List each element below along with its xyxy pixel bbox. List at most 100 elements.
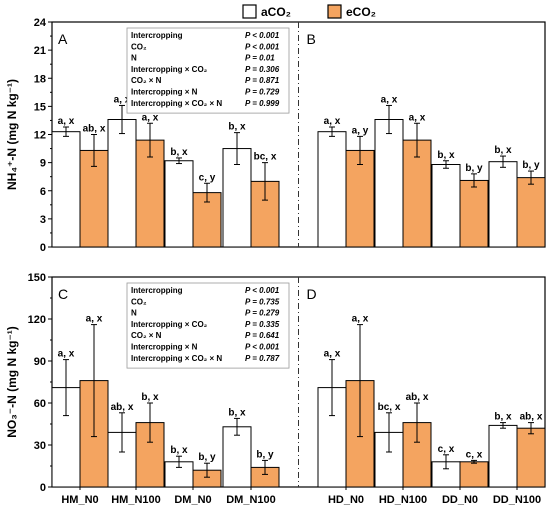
bar-B-aco2 (431, 164, 461, 248)
significance-label: a, x (86, 314, 103, 325)
stats-p-value: P = 0.01 (245, 54, 275, 63)
significance-label: b, y (522, 160, 540, 171)
significance-label: a, x (58, 349, 75, 360)
bar-B-eco2 (516, 177, 546, 248)
x-tick-label: DM_N0 (174, 494, 211, 506)
bar-B-eco2 (345, 149, 375, 248)
significance-label: b, x (494, 145, 512, 156)
legend-swatch-0 (242, 4, 257, 19)
significance-label: b, y (465, 163, 483, 174)
y-tick-label: 0 (40, 242, 46, 254)
stats-term: N (131, 309, 137, 318)
significance-label: ab, x (520, 412, 543, 423)
significance-label: bc, x (254, 152, 277, 163)
significance-label: c, y (199, 172, 216, 183)
stats-term: CO₂ × N (131, 331, 162, 340)
bar-D-aco2 (488, 424, 518, 488)
stats-p-value: P < 0.001 (245, 343, 280, 352)
significance-label: b, x (170, 147, 188, 158)
stats-p-value: P = 0.999 (245, 99, 280, 108)
stats-term: CO₂ (131, 297, 147, 306)
significance-label: ab, x (83, 124, 106, 135)
significance-label: a, x (324, 349, 341, 360)
significance-label: b, x (170, 445, 188, 456)
legend-swatch-1 (327, 4, 342, 19)
bar-D-eco2 (516, 427, 546, 488)
y-tick-label: 3 (40, 214, 46, 226)
y-tick-label: 24 (34, 17, 47, 29)
x-tick-label: DD_N0 (442, 494, 478, 506)
panel-letter-C: C (58, 286, 68, 302)
y-tick-label: 18 (34, 73, 46, 85)
significance-label: a, x (114, 94, 131, 105)
x-tick-label: HM_N100 (111, 494, 161, 506)
y-tick-label: 9 (40, 158, 46, 170)
x-tick-label: HD_N0 (328, 494, 364, 506)
y-tick-label: 0 (40, 482, 46, 494)
panel-letter-D: D (307, 286, 317, 302)
stats-p-value: P = 0.787 (245, 354, 280, 363)
bar-B-aco2 (374, 119, 404, 248)
significance-label: a, y (352, 125, 369, 136)
y-axis-label: NH₄⁺-N (mg N kg⁻¹) (5, 79, 19, 190)
legend-label-0: aCO₂ (261, 5, 291, 19)
significance-label: ab, x (406, 392, 429, 403)
bar-B-eco2 (459, 179, 489, 248)
stats-p-value: P = 0.335 (245, 320, 280, 329)
y-tick-label: 30 (34, 440, 46, 452)
significance-label: a, x (352, 314, 369, 325)
significance-label: b, y (256, 449, 274, 460)
significance-label: a, x (381, 94, 398, 105)
significance-label: c, x (438, 444, 455, 455)
significance-label: b, y (198, 452, 216, 463)
significance-label: ab, x (111, 402, 134, 413)
stats-p-value: P < 0.001 (245, 31, 280, 40)
significance-label: a, x (142, 112, 159, 123)
panel-letter-B: B (307, 31, 316, 47)
significance-label: bc, x (378, 402, 401, 413)
y-tick-label: 150 (28, 272, 46, 284)
x-tick-label: HD_N100 (379, 494, 427, 506)
stats-term: Intercropping × CO₂ × N (131, 99, 222, 108)
significance-label: a, x (58, 116, 75, 127)
stats-term: Intercropping × CO₂ × N (131, 354, 222, 363)
y-tick-label: 90 (34, 356, 46, 368)
significance-label: a, x (409, 112, 426, 123)
stats-p-value: P = 0.729 (245, 88, 280, 97)
panel-letter-A: A (58, 31, 68, 47)
bar-B-aco2 (317, 131, 347, 248)
significance-label: b, x (437, 150, 455, 161)
stats-term: Intercropping (131, 31, 183, 40)
stats-term: N (131, 54, 137, 63)
y-tick-label: 60 (34, 398, 46, 410)
stats-p-value: P = 0.871 (245, 76, 280, 85)
y-tick-label: 21 (34, 45, 46, 57)
x-tick-label: HM_N0 (61, 494, 98, 506)
significance-label: b, x (228, 122, 246, 133)
y-axis-label: NO₃⁻-N (mg N kg⁻¹) (5, 326, 19, 438)
stats-p-value: P = 0.641 (245, 331, 280, 340)
stats-term: Intercropping (131, 286, 183, 295)
significance-label: b, x (494, 412, 512, 423)
stats-term: Intercropping × N (131, 343, 198, 352)
legend-label-1: eCO₂ (346, 5, 376, 19)
bar-D-eco2 (459, 461, 489, 488)
stats-box-C (126, 282, 290, 369)
stats-term: Intercropping × CO₂ (131, 65, 208, 74)
significance-label: b, x (228, 407, 246, 418)
stats-term: CO₂ (131, 42, 147, 51)
bar-C-aco2 (222, 426, 252, 488)
y-tick-label: 6 (40, 186, 46, 198)
significance-label: b, x (141, 392, 159, 403)
x-tick-label: DD_N100 (493, 494, 541, 506)
stats-term: Intercropping × CO₂ (131, 320, 208, 329)
stats-p-value: P < 0.001 (245, 286, 280, 295)
bar-A-aco2 (107, 119, 137, 248)
stats-term: Intercropping × N (131, 88, 198, 97)
bar-A-aco2 (164, 160, 194, 248)
bar-A-aco2 (51, 131, 81, 248)
bar-B-aco2 (488, 161, 518, 248)
significance-label: a, x (324, 116, 341, 127)
y-tick-label: 120 (28, 314, 46, 326)
